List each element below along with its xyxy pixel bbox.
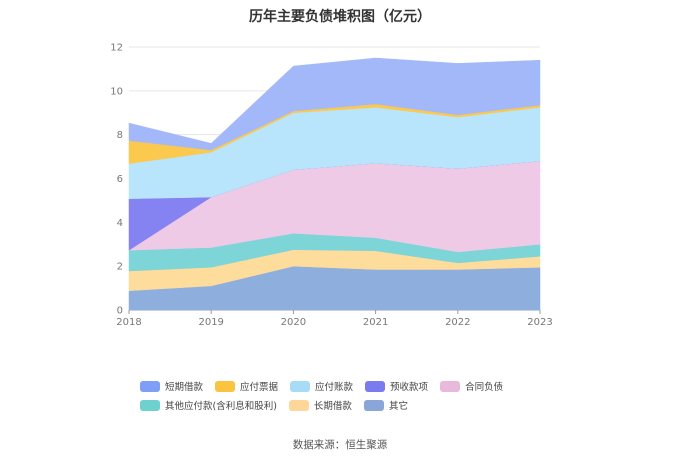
legend-item-1[interactable]: 应付票据 (215, 379, 278, 393)
legend-item-0[interactable]: 短期借款 (140, 379, 203, 393)
legend-swatch (140, 380, 160, 392)
x-tick-label-2022: 2022 (445, 317, 470, 328)
chart-title: 历年主要负债堆积图（亿元） (249, 9, 431, 25)
legend-item-7[interactable]: 其它 (363, 398, 408, 412)
legend-item-5[interactable]: 其他应付款(含利息和股利) (140, 398, 277, 412)
legend-label: 长期借款 (313, 401, 352, 412)
legend-swatch (140, 399, 160, 411)
legend-swatch (215, 380, 236, 392)
legend-label: 预收款项 (390, 382, 429, 393)
legend-item-6[interactable]: 长期借款 (288, 398, 352, 412)
y-tick-label-5: 10 (110, 86, 123, 97)
legend-label: 其他应付款(含利息和股利) (165, 401, 277, 412)
legend-label: 应付账款 (315, 382, 354, 393)
x-tick-label-2019: 2019 (198, 317, 223, 328)
legend-item-3[interactable]: 预收款项 (365, 379, 428, 393)
area-series-7 (128, 57, 541, 151)
legend-swatch (440, 380, 461, 392)
y-tick-label-0: 0 (117, 306, 123, 317)
legend-label: 短期借款 (165, 382, 204, 393)
legend-swatch (288, 399, 309, 411)
legend-label: 应付票据 (240, 382, 279, 393)
legend: 短期借款 应付票据 应付账款 预收款项 合同负债其他应付款(含利息和股利) 长期借款 其它 (140, 379, 570, 412)
y-tick-label-1: 2 (117, 262, 123, 273)
x-tick-label-2021: 2021 (363, 317, 388, 328)
legend-label: 合同负债 (465, 382, 504, 393)
area-series (128, 57, 541, 311)
data-source-note: 数据来源：恒生聚源 (292, 439, 388, 451)
y-tick-label-4: 8 (117, 130, 123, 141)
x-tick-label-2018: 2018 (116, 317, 141, 328)
y-tick-label-3: 6 (117, 174, 123, 185)
x-tick-label-2023: 2023 (527, 317, 552, 328)
x-tick-label-2020: 2020 (281, 317, 306, 328)
legend-item-2[interactable]: 应付账款 (290, 379, 353, 393)
legend-swatch (365, 380, 386, 392)
x-axis-tick-labels: 2018 2019 2020 2021 2022 2023 (116, 310, 553, 328)
y-tick-label-2: 4 (117, 218, 123, 229)
y-axis-tick-labels: 0 2 4 6 8 10 12 (110, 43, 123, 317)
legend-label: 其它 (388, 401, 408, 412)
legend-item-4[interactable]: 合同负债 (440, 379, 503, 393)
legend-swatch (363, 399, 384, 411)
y-tick-label-6: 12 (110, 43, 123, 54)
legend-swatch (290, 380, 311, 392)
